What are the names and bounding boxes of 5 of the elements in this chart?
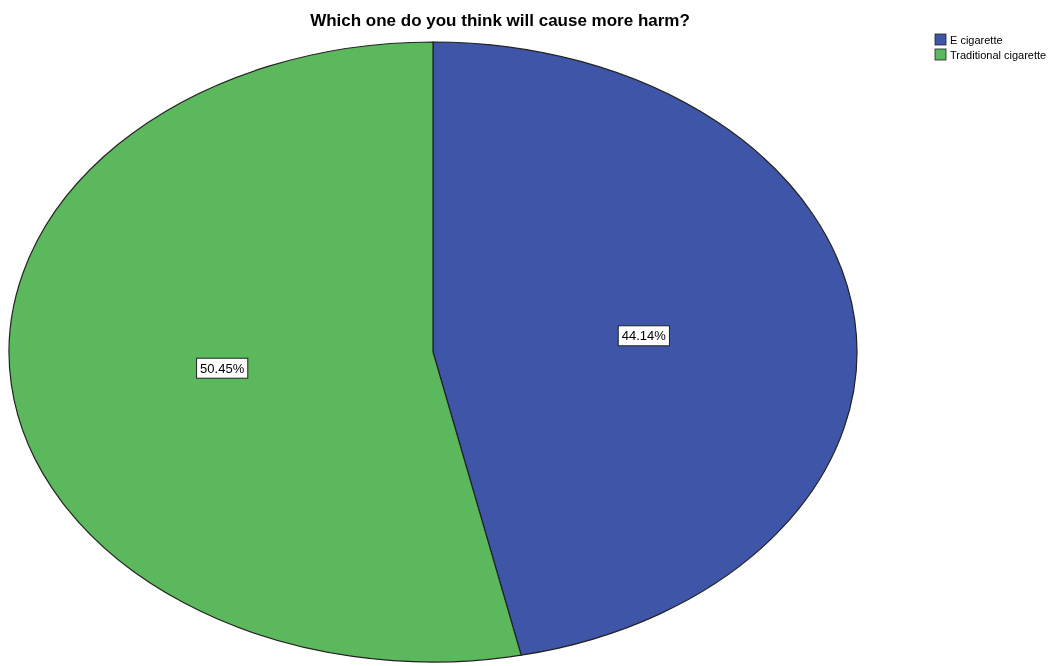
legend-label: E cigarette — [950, 34, 1003, 46]
data-label: 44.14% — [621, 328, 667, 344]
chart-title: Which one do you think will cause more harm? — [310, 11, 690, 30]
data-label: 50.45% — [200, 360, 245, 376]
legend-label: Traditional cigarette — [950, 49, 1047, 61]
